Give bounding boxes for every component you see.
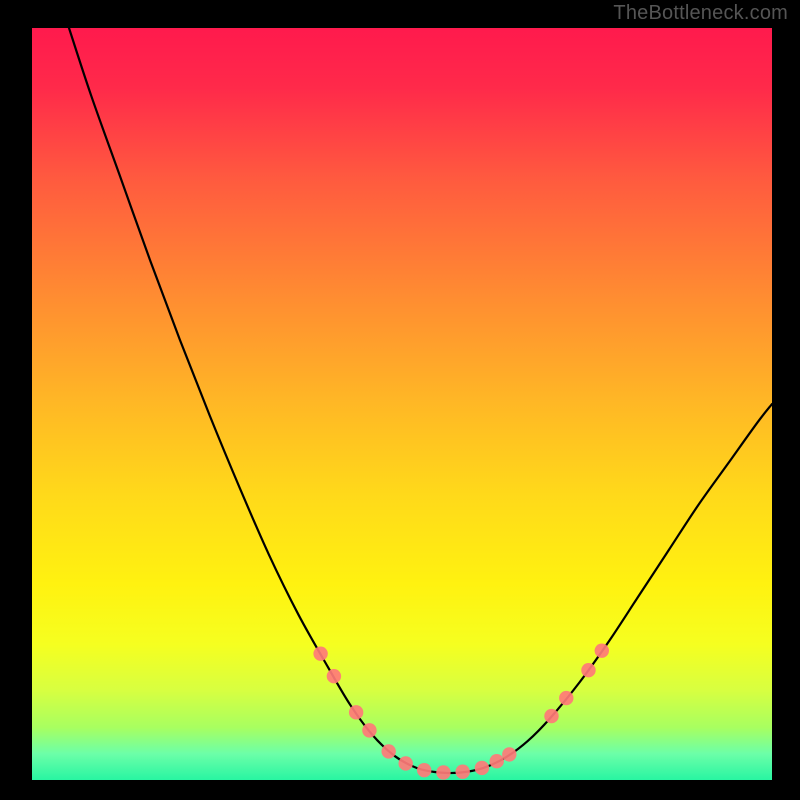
data-marker [349,705,363,719]
data-marker [327,669,341,683]
data-marker [362,723,376,737]
data-marker [490,754,504,768]
data-marker [559,691,573,705]
data-marker [475,761,489,775]
data-marker [502,747,516,761]
data-marker [436,765,450,779]
data-marker [581,663,595,677]
plot-frame [32,28,772,780]
data-marker [381,744,395,758]
data-marker [544,709,558,723]
chart-background [32,28,772,780]
data-marker [455,765,469,779]
plot-inner [32,28,772,780]
data-marker [417,763,431,777]
watermark-text: TheBottleneck.com [613,2,788,25]
data-marker [399,756,413,770]
data-marker [313,646,327,660]
bottleneck-curve-chart [32,28,772,780]
data-marker [595,643,609,657]
